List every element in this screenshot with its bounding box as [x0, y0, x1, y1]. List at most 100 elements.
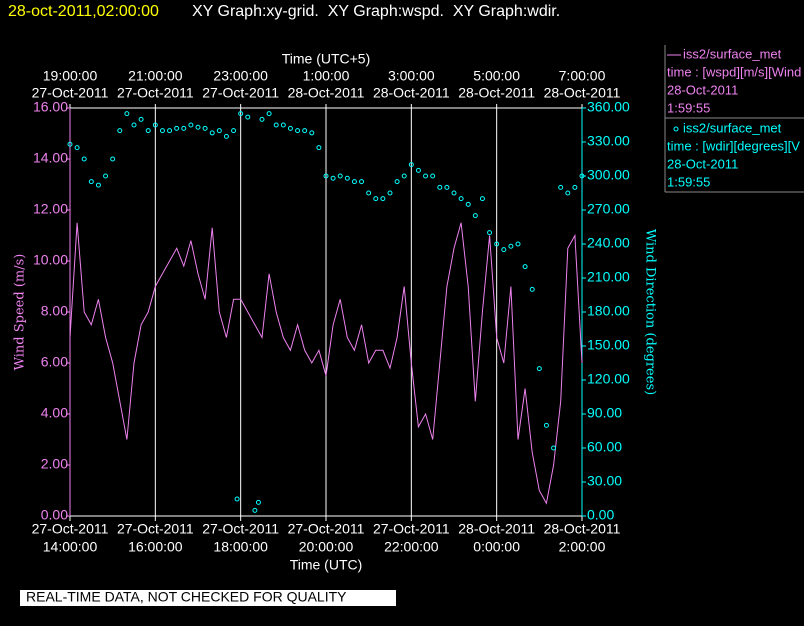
- wind-direction-point: [103, 173, 109, 179]
- y-tick-label: 2.00: [41, 456, 68, 472]
- y-tick-label: 6.00: [41, 354, 68, 370]
- wind-direction-point: [565, 190, 571, 196]
- wind-direction-point: [373, 196, 379, 202]
- wind-direction-point: [437, 184, 443, 190]
- wind-direction-point: [67, 141, 73, 147]
- wind-direction-point: [266, 111, 272, 117]
- y2-tick-label: 30.00: [587, 473, 622, 489]
- legend-detail: time : [wspd][m/s][Wind: [667, 64, 801, 79]
- x-tick-label: 28-Oct-2011: [544, 521, 621, 537]
- wind-direction-point: [465, 201, 471, 207]
- x2-tick-label: 23:00:00: [213, 68, 268, 84]
- footnote-box: [20, 590, 396, 606]
- wind-direction-point: [174, 125, 180, 131]
- x2-tick-label: 27-Oct-2011: [32, 85, 109, 101]
- wind-direction-point: [188, 122, 194, 128]
- x-tick-label: 27-Oct-2011: [202, 521, 279, 537]
- timestamp: 28-oct-2011,02:00:00: [8, 3, 159, 20]
- x-tick-label: 27-Oct-2011: [117, 521, 194, 537]
- wind-direction-point: [508, 243, 514, 249]
- wind-direction-point: [543, 422, 549, 428]
- wind-direction-point: [579, 173, 585, 179]
- y2-tick-label: 0.00: [587, 507, 614, 523]
- wind-direction-point: [387, 190, 393, 196]
- x-tick-label: 28-Oct-2011: [458, 521, 535, 537]
- x-tick-label: 18:00:00: [213, 539, 268, 555]
- x-tick-label: 16:00:00: [128, 539, 183, 555]
- x2-tick-label: 27-Oct-2011: [202, 85, 279, 101]
- x-tick-label: 14:00:00: [43, 539, 98, 555]
- wind-direction-point: [330, 175, 336, 181]
- x2-tick-label: 3:00:00: [388, 68, 435, 84]
- wind-direction-point: [423, 173, 429, 179]
- x2-tick-label: 27-Oct-2011: [117, 85, 194, 101]
- legend-label: iss2/surface_met: [683, 120, 782, 135]
- x2-tick-label: 19:00:00: [43, 68, 98, 84]
- wind-direction-point: [522, 264, 528, 270]
- x-tick-label: 0:00:00: [473, 539, 520, 555]
- legend-detail: 1:59:55: [667, 100, 710, 115]
- wind-direction-point: [145, 128, 151, 134]
- wind-direction-point: [245, 114, 251, 120]
- wind-direction-point: [287, 125, 293, 131]
- y-tick-label: 4.00: [41, 405, 68, 421]
- wind-direction-point: [558, 184, 564, 190]
- wind-direction-point: [472, 213, 478, 219]
- wind-direction-point: [501, 247, 507, 253]
- wind-direction-point: [231, 128, 237, 134]
- wind-direction-point: [479, 196, 485, 202]
- x-tick-label: 27-Oct-2011: [373, 521, 450, 537]
- wind-direction-point: [458, 196, 464, 202]
- wind-direction-point: [223, 133, 229, 139]
- wind-direction-point: [337, 173, 343, 179]
- wind-direction-point: [359, 179, 365, 185]
- x2-tick-label: 1:00:00: [303, 68, 350, 84]
- legend-swatch: [673, 126, 679, 132]
- x2-tick-label: 21:00:00: [128, 68, 183, 84]
- wind-direction-point: [487, 230, 493, 236]
- y2-tick-label: 210.00: [587, 269, 630, 285]
- y-tick-label: 14.00: [33, 150, 68, 166]
- legend-detail: 1:59:55: [667, 174, 710, 189]
- wind-direction-point: [415, 167, 421, 173]
- wind-direction-point: [551, 445, 557, 451]
- y2-tick-label: 180.00: [587, 303, 630, 319]
- wind-direction-point: [95, 182, 101, 188]
- x2-tick-label: 28-Oct-2011: [458, 85, 535, 101]
- y2-tick-label: 360.00: [587, 99, 630, 115]
- wind-direction-point: [572, 184, 578, 190]
- wind-direction-point: [252, 507, 258, 513]
- wind-direction-point: [209, 130, 215, 136]
- wind-direction-point: [131, 122, 137, 128]
- wind-direction-point: [280, 122, 286, 128]
- y2-axis-label: Wind Direction (degrees): [643, 229, 658, 395]
- wind-direction-point: [255, 499, 261, 505]
- x2-tick-label: 28-Oct-2011: [373, 85, 450, 101]
- y2-tick-label: 150.00: [587, 337, 630, 353]
- wind-direction-point: [238, 111, 244, 117]
- wind-direction-point: [195, 124, 201, 130]
- wind-direction-point: [515, 241, 521, 247]
- x-axis-label: Time (UTC): [290, 557, 363, 573]
- y2-tick-label: 300.00: [587, 167, 630, 183]
- footnote: REAL-TIME DATA, NOT CHECKED FOR QUALITY: [26, 589, 347, 605]
- x-tick-label: 22:00:00: [384, 539, 439, 555]
- wind-direction-point: [366, 190, 372, 196]
- y-axis-label: Wind Speed (m/s): [13, 254, 28, 371]
- wind-direction-point: [408, 162, 414, 168]
- wind-direction-point: [295, 128, 301, 134]
- y2-tick-label: 90.00: [587, 405, 622, 421]
- y-tick-label: 16.00: [33, 99, 68, 115]
- y-tick-label: 12.00: [33, 201, 68, 217]
- wind-direction-point: [394, 179, 400, 185]
- wind-direction-point: [444, 184, 450, 190]
- wind-direction-point: [88, 179, 94, 185]
- wind-direction-point: [309, 130, 315, 136]
- wind-direction-point: [202, 125, 208, 131]
- wind-direction-point: [494, 241, 500, 247]
- chart-title: XY Graph:xy-grid. XY Graph:wspd. XY Grap…: [192, 3, 560, 20]
- x2-tick-label: 28-Oct-2011: [288, 85, 365, 101]
- x-tick-label: 2:00:00: [559, 539, 606, 555]
- x-tick-label: 20:00:00: [299, 539, 354, 555]
- wind-direction-point: [380, 196, 386, 202]
